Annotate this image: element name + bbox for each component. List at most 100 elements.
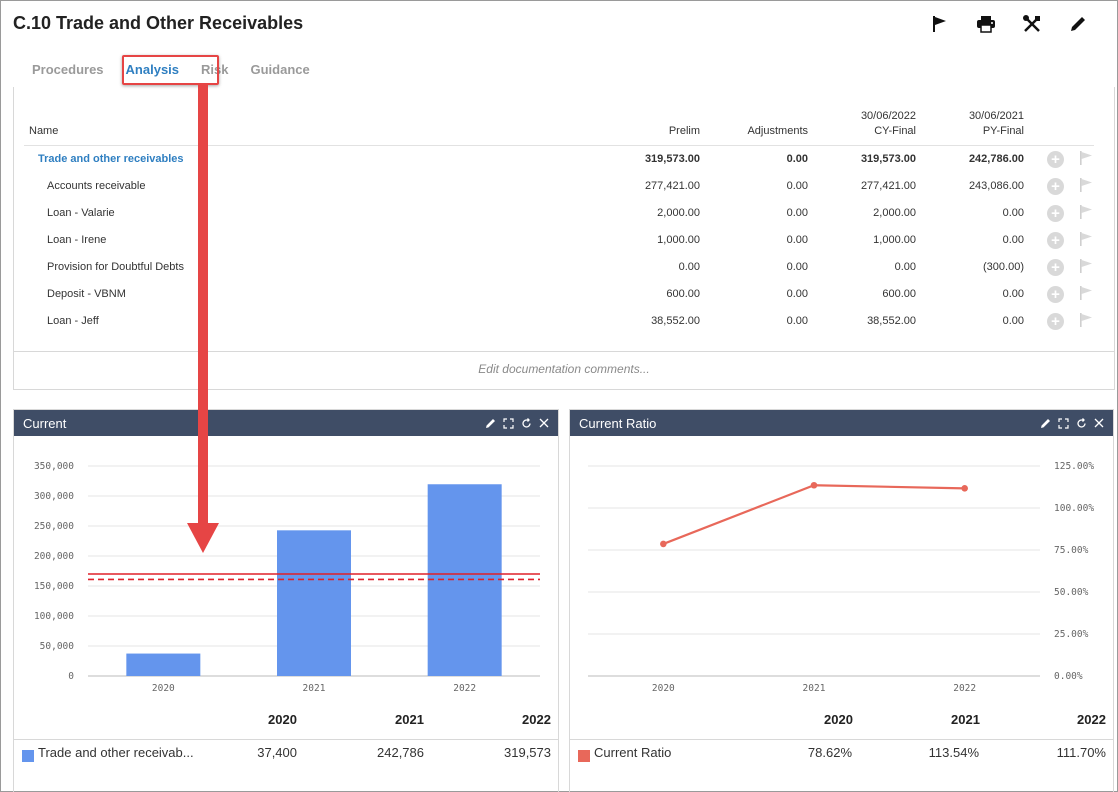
add-icon[interactable]: + xyxy=(1047,231,1064,249)
py-final-cell: 242,786.00 xyxy=(968,153,1024,166)
legend-swatch xyxy=(22,750,34,762)
chart-card-current: Current 350,000 300,000 250,000 200,000 150,… xyxy=(13,409,559,792)
cy-final-cell: 277,421.00 xyxy=(860,180,916,192)
y-tick-label: 50,000 xyxy=(40,641,75,652)
series-line xyxy=(662,484,965,545)
edit-icon[interactable] xyxy=(485,418,496,429)
row-name: Provision for Doubtful Debts xyxy=(47,261,184,273)
table-row[interactable]: Loan - Irene 1,000.00 0.00 1,000.00 0.00 + xyxy=(24,227,1094,254)
flag-icon[interactable] xyxy=(1078,204,1094,223)
close-icon[interactable] xyxy=(1094,418,1104,428)
y-tick-label: 150,000 xyxy=(34,581,74,592)
y-tick-label: 200,000 xyxy=(34,551,74,562)
row-actions: + xyxy=(1024,146,1094,173)
cy-final-cell: 600.00 xyxy=(882,288,916,300)
flag-icon[interactable] xyxy=(929,13,951,35)
summary-row: Trade and other receivab... 37,400 242,7… xyxy=(14,745,558,765)
add-icon[interactable]: + xyxy=(1047,150,1064,168)
py-final-cell: 0.00 xyxy=(1002,207,1024,219)
cy-label: CY-Final xyxy=(874,125,916,137)
card-title: Current Ratio xyxy=(579,415,657,431)
y-tick-label: 350,000 xyxy=(34,461,74,472)
py-final-cell: 243,086.00 xyxy=(968,180,1024,192)
cy-final-cell: 38,552.00 xyxy=(867,315,916,327)
legend-swatch xyxy=(578,750,590,762)
bar[interactable] xyxy=(126,653,201,676)
tab-guidance[interactable]: Guidance xyxy=(250,62,310,77)
table-row[interactable]: Deposit - VBNM 600.00 0.00 600.00 0.00 + xyxy=(24,281,1094,308)
x-tick-label: 2022 xyxy=(453,683,476,694)
page-title: C.10 Trade and Other Receivables xyxy=(13,13,304,33)
divider xyxy=(14,739,558,740)
py-final-cell: 0.00 xyxy=(1002,288,1024,300)
row-actions: + xyxy=(1024,173,1094,200)
summary-value: 113.54% xyxy=(928,745,979,760)
table-row[interactable]: Loan - Jeff 38,552.00 0.00 38,552.00 0.00 + xyxy=(24,308,1094,335)
divider xyxy=(570,739,1113,740)
table-row[interactable]: Accounts receivable 277,421.00 0.00 277,421… xyxy=(24,173,1094,200)
add-icon[interactable]: + xyxy=(1047,177,1064,195)
summary-value: 37,400 xyxy=(257,745,297,760)
prelim-cell: 600.00 xyxy=(666,288,700,300)
close-icon[interactable] xyxy=(539,418,549,428)
py-final-cell: 0.00 xyxy=(1002,234,1024,246)
table-row[interactable]: Trade and other receivables 319,573.00 0.0… xyxy=(24,146,1094,173)
row-name: Accounts receivable xyxy=(47,180,146,192)
bar-chart: 350,000 300,000 250,000 200,000 150,000 100,0… xyxy=(34,461,540,694)
summary-value: 242,786 xyxy=(377,745,424,760)
edit-icon[interactable] xyxy=(1040,418,1051,429)
add-icon[interactable]: + xyxy=(1047,312,1064,330)
y-tick-label: 0 xyxy=(68,671,74,682)
x-tick-label: 2021 xyxy=(803,683,826,694)
row-name[interactable]: Trade and other receivables xyxy=(38,153,184,166)
cy-final-cell: 0.00 xyxy=(894,261,916,273)
flag-icon[interactable] xyxy=(1078,177,1094,196)
adjustments-cell: 0.00 xyxy=(786,207,808,219)
adjustments-cell: 0.00 xyxy=(786,315,808,327)
row-actions: + xyxy=(1024,308,1094,335)
row-actions: + xyxy=(1024,254,1094,281)
print-icon[interactable] xyxy=(975,13,997,35)
tab-procedures[interactable]: Procedures xyxy=(32,62,104,77)
data-point[interactable] xyxy=(660,540,667,548)
add-icon[interactable]: + xyxy=(1047,204,1064,222)
y-tick-label: 125.00% xyxy=(1054,461,1094,472)
y-tick-label: 25.00% xyxy=(1054,629,1089,640)
series-name: Trade and other receivab... xyxy=(38,745,194,760)
flag-icon[interactable] xyxy=(1078,258,1094,277)
refresh-icon[interactable] xyxy=(1076,417,1087,429)
flag-icon[interactable] xyxy=(1078,150,1094,169)
col-header-adjustments: Adjustments xyxy=(700,109,808,146)
row-actions: + xyxy=(1024,200,1094,227)
trial-balance-table: Name Prelim Adjustments 30/06/2022 CY-Fin… xyxy=(24,109,1094,335)
expand-icon[interactable] xyxy=(503,417,514,429)
add-icon[interactable]: + xyxy=(1047,258,1064,276)
py-final-cell: 0.00 xyxy=(1002,315,1024,327)
tab-risk[interactable]: Risk xyxy=(201,62,229,77)
data-point[interactable] xyxy=(961,485,968,492)
expand-icon[interactable] xyxy=(1058,417,1069,429)
tools-icon[interactable] xyxy=(1021,13,1043,35)
prelim-cell: 277,421.00 xyxy=(644,180,700,192)
flag-icon[interactable] xyxy=(1078,285,1094,304)
flag-icon[interactable] xyxy=(1078,312,1094,331)
y-tick-label: 50.00% xyxy=(1054,587,1089,598)
adjustments-cell: 0.00 xyxy=(786,261,808,273)
cy-final-cell: 2,000.00 xyxy=(873,207,916,219)
year-label: 2020 xyxy=(268,712,297,727)
refresh-icon[interactable] xyxy=(521,417,532,429)
table-row[interactable]: Loan - Valarie 2,000.00 0.00 2,000.00 0.00 + xyxy=(24,200,1094,227)
py-date: 30/06/2021 xyxy=(968,110,1024,122)
tab-analysis[interactable]: Analysis xyxy=(125,62,180,77)
row-name: Loan - Irene xyxy=(47,234,107,246)
data-point[interactable] xyxy=(810,481,818,489)
y-tick-label: 100.00% xyxy=(1054,503,1094,514)
x-tick-label: 2020 xyxy=(652,683,675,694)
bar[interactable] xyxy=(277,530,351,676)
add-icon[interactable]: + xyxy=(1047,285,1064,303)
table-row[interactable]: Provision for Doubtful Debts 0.00 0.00 0.00… xyxy=(24,254,1094,281)
flag-icon[interactable] xyxy=(1078,231,1094,250)
documentation-comment-field[interactable]: Edit documentation comments... xyxy=(478,362,650,376)
pencil-icon[interactable] xyxy=(1067,13,1089,35)
card-controls xyxy=(485,417,549,429)
